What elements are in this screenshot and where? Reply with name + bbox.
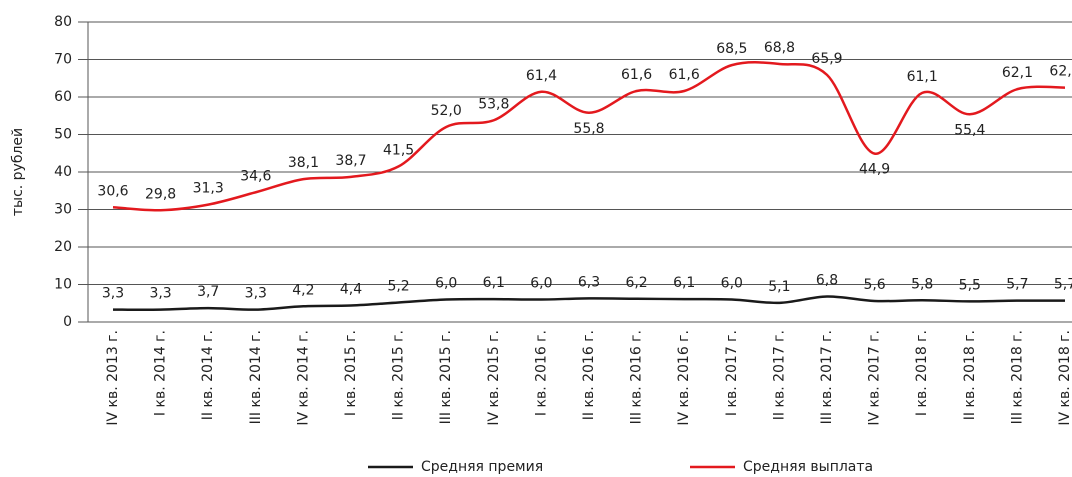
value-label: 53,8 [478,96,509,112]
value-label: 55,8 [573,121,604,137]
y-tick-label: 60 [54,89,72,105]
value-label: 68,5 [716,41,747,57]
value-label: 6,0 [530,276,552,292]
y-tick-label: 30 [54,202,72,218]
x-tick-label: III кв. 2015 г. [438,330,454,424]
value-label: 5,6 [863,277,885,293]
x-tick-label: I кв. 2017 г. [724,330,740,416]
value-label: 5,5 [959,277,981,293]
legend-label: Средняя премия [421,459,543,475]
x-tick-label: I кв. 2014 г. [153,330,169,416]
x-tick-label: II кв. 2016 г. [581,330,597,420]
y-axis-label: тыс. рублей [10,128,26,216]
value-label: 5,7 [1006,277,1028,293]
value-label: 38,1 [288,155,319,171]
series-line [112,295,1066,311]
x-tick-label: II кв. 2015 г. [391,330,407,420]
x-tick-label: III кв. 2018 г. [1009,330,1025,424]
value-label: 5,1 [768,279,790,295]
value-label: 3,3 [102,286,124,302]
x-tick-label: III кв. 2017 г. [819,330,835,424]
value-label: 4,4 [340,282,362,298]
value-label: 5,7 [1054,277,1072,293]
x-tick-label: IV кв. 2013 г. [105,330,121,426]
x-tick-label: I кв. 2015 г. [343,330,359,416]
value-label: 52,0 [431,103,462,119]
value-label: 3,3 [149,286,171,302]
value-label: 65,9 [811,51,842,67]
value-label: 55,4 [954,122,985,138]
value-label: 38,7 [335,153,366,169]
y-tick-label: 80 [54,14,72,30]
value-label: 6,8 [816,273,838,289]
value-label: 61,4 [526,68,557,84]
x-tick-label: IV кв. 2016 г. [676,330,692,426]
y-tick-label: 40 [54,164,72,180]
y-tick-label: 10 [54,277,72,293]
value-label: 30,6 [97,183,128,199]
value-label: 62,1 [1002,65,1033,81]
value-label: 5,8 [911,276,933,292]
value-label: 6,3 [578,274,600,290]
x-tick-label: II кв. 2018 г. [962,330,978,420]
value-label: 62,5 [1049,64,1072,80]
x-tick-label: IV кв. 2018 г. [1057,330,1072,426]
x-tick-label: IV кв. 2014 г. [295,330,311,426]
value-label: 6,0 [435,276,457,292]
value-label: 61,6 [621,67,652,83]
x-tick-label: III кв. 2016 г. [629,330,645,424]
value-label: 44,9 [859,162,890,178]
x-tick-label: III кв. 2014 г. [248,330,264,424]
value-label: 3,3 [245,286,267,302]
value-label: 6,2 [625,275,647,291]
value-label: 6,1 [483,275,505,291]
value-label: 61,6 [669,67,700,83]
x-tick-label: IV кв. 2015 г. [486,330,502,426]
x-tick-label: II кв. 2014 г. [200,330,216,420]
y-tick-label: 70 [54,52,72,68]
y-tick-label: 50 [54,127,72,143]
x-tick-label: II кв. 2017 г. [771,330,787,420]
x-tick-label: I кв. 2016 г. [533,330,549,416]
value-label: 3,7 [197,284,219,300]
value-label: 4,2 [292,282,314,298]
value-label: 5,2 [387,279,409,295]
series-line [112,61,1066,212]
x-tick-label: IV кв. 2017 г. [867,330,883,426]
x-tick-label: I кв. 2018 г. [914,330,930,416]
value-label: 31,3 [193,181,224,197]
y-tick-label: 0 [63,314,72,330]
value-label: 34,6 [240,168,271,184]
legend-label: Средняя выплата [743,459,873,475]
value-label: 6,1 [673,275,695,291]
value-label: 68,8 [764,40,795,56]
value-label: 29,8 [145,186,176,202]
value-label: 41,5 [383,142,414,158]
y-tick-label: 20 [54,239,72,255]
value-label: 6,0 [721,276,743,292]
value-label: 61,1 [907,69,938,85]
